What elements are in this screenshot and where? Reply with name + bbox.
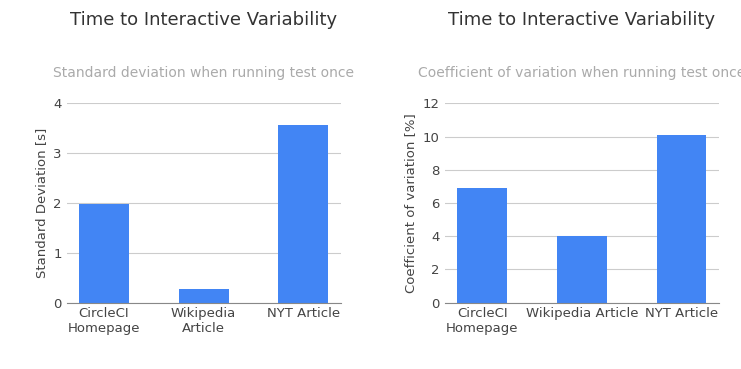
Bar (279, 125, 328, 303)
Text: Time to Interactive Variability: Time to Interactive Variability (70, 11, 337, 29)
Text: Time to Interactive Variability: Time to Interactive Variability (448, 11, 715, 29)
Bar (657, 135, 706, 303)
Bar (557, 236, 607, 303)
Text: Standard deviation when running test once: Standard deviation when running test onc… (53, 66, 354, 80)
Bar (457, 188, 507, 303)
Y-axis label: Standard Deviation [s]: Standard Deviation [s] (35, 128, 47, 278)
Text: Coefficient of variation when running test once: Coefficient of variation when running te… (418, 66, 741, 80)
Bar (179, 289, 228, 303)
Bar (79, 204, 129, 303)
Y-axis label: Coefficient of variation [%]: Coefficient of variation [%] (405, 113, 417, 293)
